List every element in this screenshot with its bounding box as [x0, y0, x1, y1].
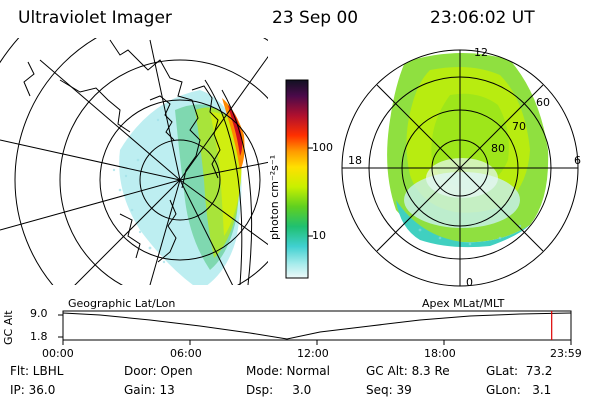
- info-glat: GLat: 73.2: [486, 364, 553, 378]
- mlat-label-70: 70: [512, 120, 526, 133]
- mlt-label-12: 12: [474, 46, 488, 59]
- info-gain: Gain: 13: [124, 383, 175, 397]
- alt-tick-9: 9.0: [30, 307, 48, 320]
- mlt-label-6: 6: [574, 154, 581, 167]
- geographic-map: [0, 38, 268, 285]
- time-tick-0000: 00:00: [42, 347, 74, 360]
- time-tick-1800: 18:00: [424, 347, 456, 360]
- image-date: 23 Sep 00: [272, 8, 359, 28]
- mlt-label-18: 18: [348, 154, 362, 167]
- time-tick-0600: 06:00: [170, 347, 202, 360]
- colorbar-gradient: [285, 79, 313, 279]
- info-gc-alt: GC Alt: 8.3 Re: [366, 364, 450, 378]
- time-tick-2359: 23:59: [550, 347, 582, 360]
- alt-ylabel: GC Alt: [2, 310, 15, 345]
- left-caption: Geographic Lat/Lon: [68, 297, 176, 310]
- info-ip: IP: 36.0: [10, 383, 56, 397]
- altitude-plot: [58, 310, 572, 345]
- colorbar-tick-10: 10: [312, 229, 326, 242]
- image-time: 23:06:02 UT: [430, 8, 535, 28]
- mlat-label-60: 60: [536, 96, 550, 109]
- info-mode: Mode: Normal: [246, 364, 330, 378]
- info-glon: GLon: 3.1: [486, 383, 552, 397]
- info-door: Door: Open: [124, 364, 193, 378]
- alt-tick-1.8: 1.8: [30, 330, 48, 343]
- info-seq: Seq: 39: [366, 383, 412, 397]
- colorbar-unit-label: photon cm⁻²s⁻¹: [268, 154, 281, 240]
- mlt-label-0: 0: [466, 276, 473, 289]
- instrument-title: Ultraviolet Imager: [18, 8, 172, 28]
- apex-polar-map: [341, 49, 579, 287]
- colorbar-tick-100: 100: [312, 141, 333, 154]
- time-tick-1200: 12:00: [297, 347, 329, 360]
- right-caption: Apex MLat/MLT: [422, 297, 505, 310]
- info-dsp: Dsp: 3.0: [246, 383, 312, 397]
- altitude-curve: [62, 312, 572, 340]
- mlat-label-80: 80: [491, 142, 505, 155]
- info-flt: Flt: LBHL: [10, 364, 64, 378]
